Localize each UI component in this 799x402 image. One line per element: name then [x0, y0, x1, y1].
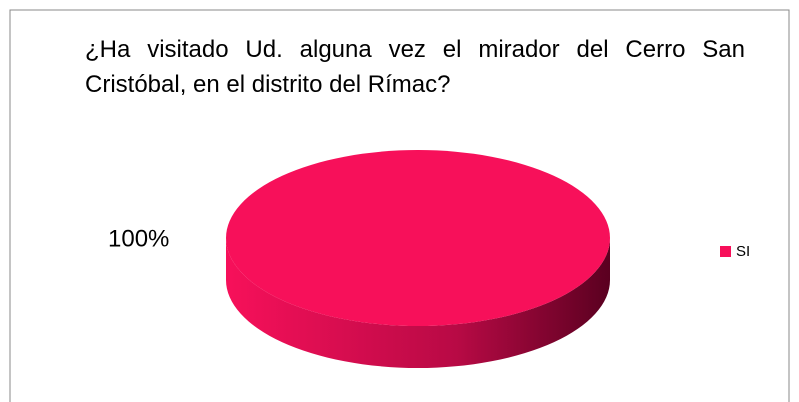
pie-slice	[226, 150, 610, 326]
chart-frame	[9, 9, 790, 402]
plot: 100% SI	[108, 150, 750, 368]
pie-side	[226, 238, 610, 368]
chart-title: ¿Ha visitado Ud. alguna vez el mirador d…	[85, 36, 745, 98]
legend-label: SI	[736, 243, 750, 260]
legend-swatch	[720, 246, 731, 257]
data-label: 100%	[108, 225, 169, 252]
